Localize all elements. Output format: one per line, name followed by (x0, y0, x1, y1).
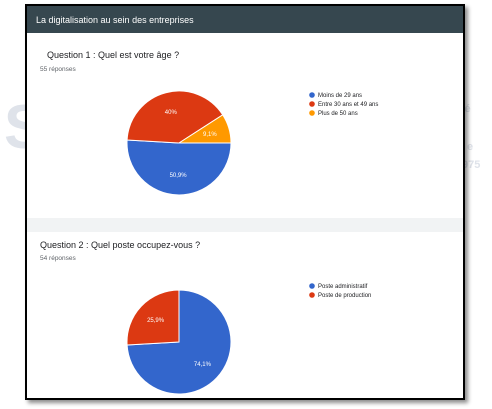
slice-percentage-label: 40% (165, 110, 178, 116)
slice-percentage-label: 25,9% (147, 318, 165, 324)
legend-swatch (309, 283, 315, 289)
legend-swatch (309, 101, 315, 107)
legend-swatch (309, 292, 315, 298)
question-1-response-count: 55 réponses (40, 66, 76, 73)
watermark-text: e (467, 141, 474, 153)
question-1-card: Question 1 : Quel est votre âge ? 55 rép… (27, 33, 463, 218)
legend-label[interactable]: Entre 30 ans et 49 ans (318, 102, 378, 108)
form-results-window: La digitalisation au sein des entreprise… (25, 4, 465, 400)
question-1-title: Question 1 : Quel est votre âge ? (47, 50, 180, 60)
question-2-title: Question 2 : Quel poste occupez-vous ? (40, 240, 201, 250)
pie-slice[interactable] (126, 289, 180, 346)
legend-swatch (309, 92, 315, 98)
question-2-card: Question 2 : Quel poste occupez-vous ? 5… (27, 232, 463, 398)
card-separator (27, 218, 463, 232)
form-title-bar: La digitalisation au sein des entreprise… (27, 6, 463, 33)
pie-slice[interactable] (126, 139, 232, 196)
legend-label[interactable]: Moins de 29 ans (318, 93, 362, 99)
legend-label[interactable]: Plus de 50 ans (318, 111, 358, 117)
pie-slice[interactable] (177, 114, 232, 144)
question-2-response-count: 54 réponses (40, 255, 76, 262)
slice-percentage-label: 9,1% (203, 132, 217, 138)
legend-swatch (309, 110, 315, 116)
slice-percentage-label: 74,1% (194, 362, 212, 368)
question-2-pie-chart: 74,1% 25,9% Poste administratif Poste de pr… (126, 283, 371, 395)
question-1-pie-chart: 50,9% 40% 9,1% Moins de 29 ans Entre 30 ans … (126, 90, 378, 196)
legend-label[interactable]: Poste administratif (318, 284, 368, 290)
legend-label[interactable]: Poste de production (318, 293, 371, 299)
watermark-text: 975 (462, 159, 481, 171)
slice-percentage-label: 50,9% (170, 173, 188, 179)
form-title: La digitalisation au sein des entreprise… (36, 14, 194, 25)
